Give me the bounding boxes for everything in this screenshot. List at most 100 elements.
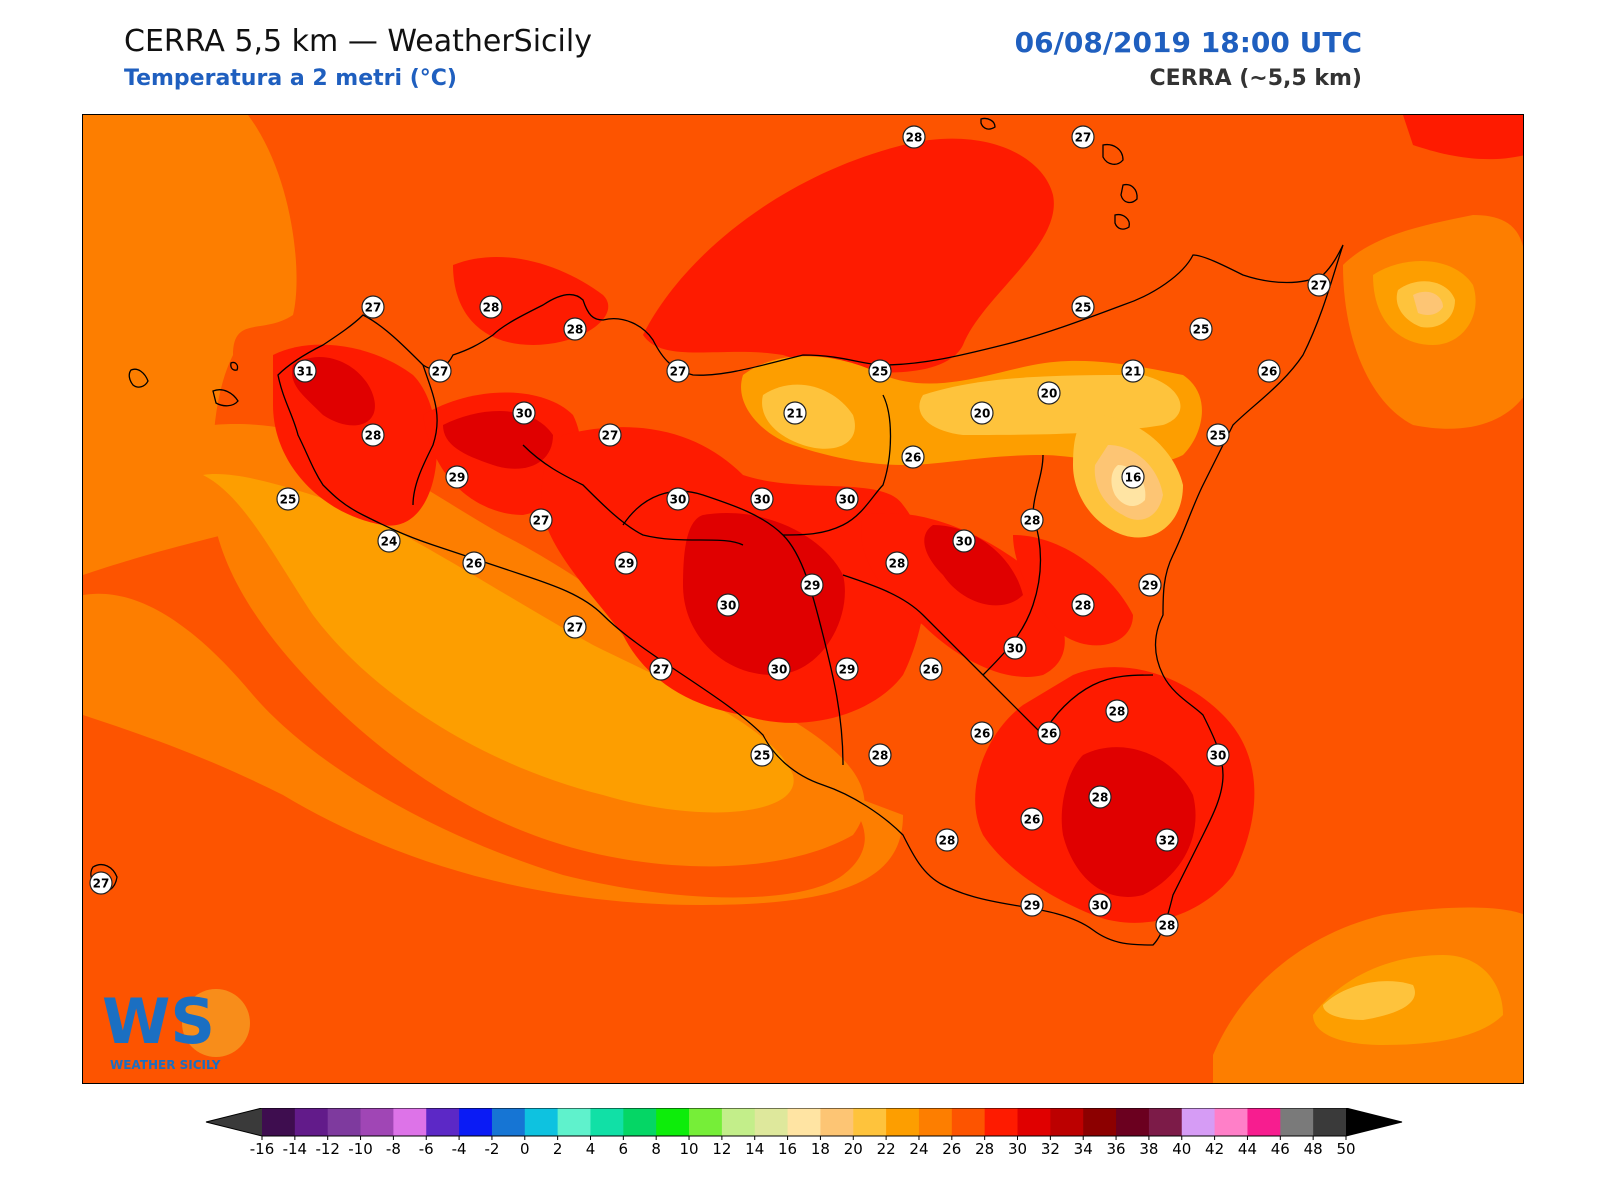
station-value: 30	[1092, 899, 1109, 913]
colorbar-tick-label: 40	[1172, 1140, 1191, 1158]
station-marker: 29	[835, 657, 859, 681]
colorbar-tick-label: 0	[520, 1140, 530, 1158]
colorbar-swatch	[524, 1108, 559, 1136]
station-dot	[1071, 593, 1095, 617]
station-value: 30	[1007, 642, 1024, 656]
station-value: 16	[1125, 471, 1142, 485]
station-value: 20	[1041, 387, 1058, 401]
station-dot	[767, 657, 791, 681]
station-dot	[750, 487, 774, 511]
colorbar-swatch	[820, 1108, 854, 1136]
colorbar-swatch	[918, 1108, 953, 1136]
station-marker: 29	[614, 551, 638, 575]
station-marker: 27	[1071, 125, 1095, 149]
station-marker: 28	[868, 743, 892, 767]
station-marker: 28	[935, 828, 959, 852]
station-marker: 26	[970, 721, 994, 745]
station-dot	[1206, 423, 1230, 447]
station-dot	[445, 465, 469, 489]
station-dot	[293, 359, 317, 383]
station-marker: 30	[1206, 743, 1230, 767]
station-marker: 28	[885, 551, 909, 575]
colorbar-swatch	[984, 1108, 1019, 1136]
station-value: 29	[839, 663, 856, 677]
station-marker: 32	[1155, 828, 1179, 852]
colorbar-over-arrow	[1346, 1108, 1402, 1136]
colorbar-tick-label: 30	[1008, 1140, 1027, 1158]
colorbar-swatch	[886, 1108, 920, 1136]
colorbar-tick-label: 46	[1271, 1140, 1290, 1158]
station-marker: 30	[716, 593, 740, 617]
station-marker: 25	[750, 743, 774, 767]
station-dot	[1020, 807, 1044, 831]
colorbar-tick-label: -8	[386, 1140, 401, 1158]
station-marker: 31	[293, 359, 317, 383]
model-label: CERRA (~5,5 km)	[1149, 66, 1362, 91]
station-value: 24	[381, 535, 398, 549]
colorbar-tick-label: 48	[1304, 1140, 1323, 1158]
station-dot	[377, 529, 401, 553]
colorbar-swatch	[491, 1108, 526, 1136]
station-markers: 28 27 27 28 28 25 25 27 31 27 27 25 21 26 30 27 21 20 20 28…	[89, 125, 1331, 937]
colorbar-tick-label: -12	[315, 1140, 340, 1158]
colorbar-swatch	[1083, 1108, 1117, 1136]
colorbar-tick-label: 36	[1107, 1140, 1126, 1158]
colorbar-tick-label: 44	[1238, 1140, 1257, 1158]
colorbar-swatch	[459, 1108, 493, 1136]
station-value: 28	[1109, 705, 1126, 719]
station-marker: 28	[1088, 785, 1112, 809]
station-marker: 25	[1189, 317, 1213, 341]
station-marker: 30	[1003, 636, 1027, 660]
station-marker: 27	[428, 359, 452, 383]
colorbar-swatch	[951, 1108, 986, 1136]
station-dot	[1071, 295, 1095, 319]
station-value: 30	[771, 663, 788, 677]
weather-sicily-logo: WS WEATHER SICILY	[96, 985, 256, 1075]
station-dot	[1037, 721, 1061, 745]
station-marker: 30	[952, 529, 976, 553]
station-marker: 28	[902, 125, 926, 149]
station-value: 27	[533, 514, 550, 528]
station-value: 26	[466, 557, 483, 571]
colorbar-tick-label: -4	[452, 1140, 467, 1158]
station-value: 30	[754, 493, 771, 507]
station-value: 25	[1193, 323, 1210, 337]
colorbar-tick-label: 8	[651, 1140, 661, 1158]
colorbar-tick-label: 26	[942, 1140, 961, 1158]
station-value: 25	[872, 365, 889, 379]
station-value: 20	[974, 407, 991, 421]
station-dot	[666, 487, 690, 511]
temperature-map[interactable]: 28 27 27 28 28 25 25 27 31 27 27 25 21 26 30 27 21 20 20 28…	[82, 114, 1524, 1084]
colorbar-tick-label: 20	[844, 1140, 863, 1158]
station-dot	[666, 359, 690, 383]
colorbar-swatch	[787, 1108, 821, 1136]
station-dot	[89, 871, 113, 895]
station-value: 28	[1092, 791, 1109, 805]
station-dot	[1020, 893, 1044, 917]
station-marker: 28	[1155, 913, 1179, 937]
station-value: 27	[93, 877, 110, 891]
station-value: 25	[280, 493, 297, 507]
colorbar-swatch	[1148, 1108, 1183, 1136]
station-marker: 21	[1121, 359, 1145, 383]
station-value: 26	[905, 451, 922, 465]
station-dot	[1307, 273, 1331, 297]
colorbar-tick-label: -14	[283, 1140, 308, 1158]
station-value: 28	[1024, 514, 1041, 528]
station-marker: 27	[529, 508, 553, 532]
station-dot	[970, 401, 994, 425]
map-canvas: 28 27 27 28 28 25 25 27 31 27 27 25 21 26 30 27 21 20 20 28…	[83, 115, 1523, 1083]
colorbar-tick-label: 38	[1139, 1140, 1158, 1158]
colorbar-swatch	[327, 1108, 362, 1136]
station-dot	[1206, 743, 1230, 767]
station-dot	[649, 657, 673, 681]
temperature-field	[83, 115, 1523, 1083]
colorbar-tick-label: 22	[877, 1140, 896, 1158]
station-marker: 29	[1138, 573, 1162, 597]
station-value: 29	[1024, 899, 1041, 913]
colorbar-swatch	[721, 1108, 756, 1136]
colorbar-tick-label: 12	[712, 1140, 731, 1158]
station-marker: 28	[1105, 699, 1129, 723]
station-dot	[835, 657, 859, 681]
station-marker: 26	[901, 445, 925, 469]
